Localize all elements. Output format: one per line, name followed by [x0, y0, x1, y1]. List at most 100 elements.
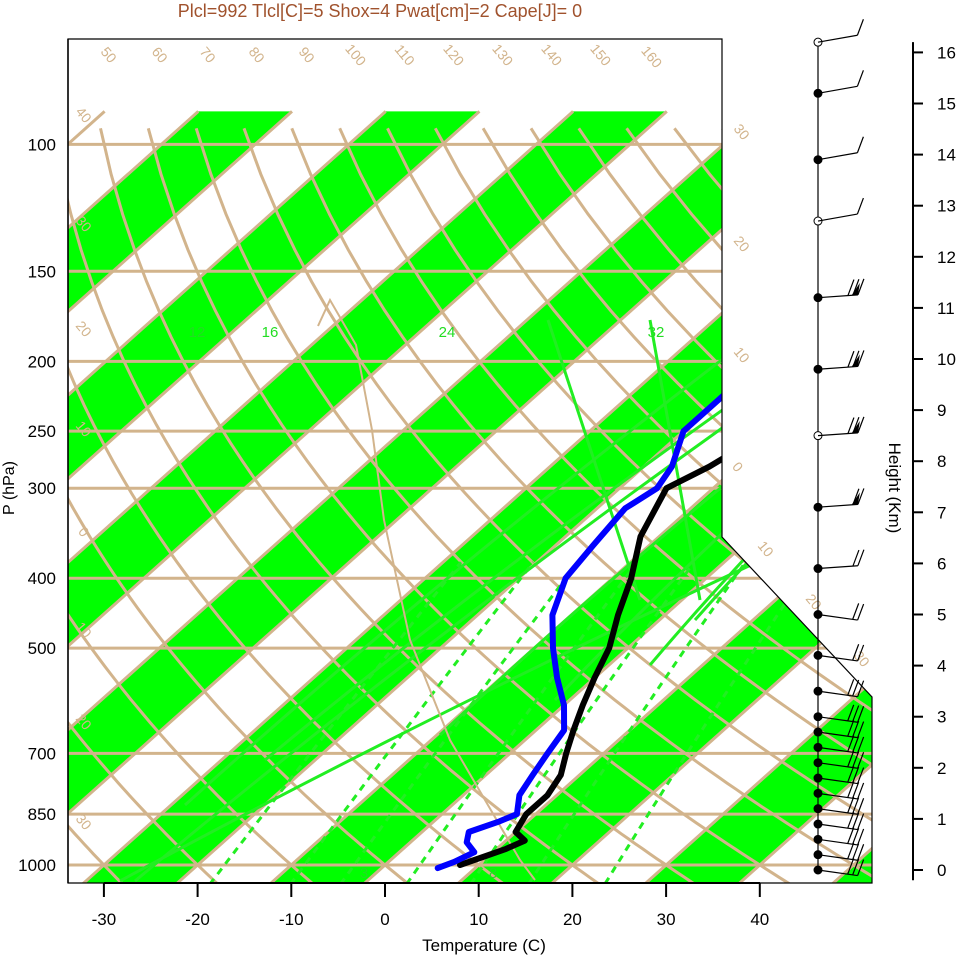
wind-barb-shaft [817, 690, 858, 698]
chart-title: Plcl=992 Tlcl[C]=5 Shox=4 Pwat[cm]=2 Cap… [178, 1, 582, 21]
height-tick-label: 10 [937, 350, 956, 369]
wind-barb-shaft [817, 746, 858, 754]
wind-barb-feather [852, 679, 860, 697]
dry-adiabat [146, 127, 809, 883]
mixing-ratio-label: 32 [648, 324, 665, 341]
isotherm-line [68, 110, 668, 883]
mixing-ratio-label: 8 [489, 865, 497, 882]
temperature-profile [457, 141, 872, 868]
wind-barb-feather [847, 735, 855, 752]
wind-barb-shaft [817, 213, 858, 222]
height-tick-label: 2 [937, 759, 946, 778]
isotherm-label: 160 [638, 43, 665, 71]
height-tick-label: 13 [937, 197, 956, 216]
wind-barb-feather [857, 644, 865, 662]
height-tick-label: 6 [937, 554, 946, 573]
isotherm-label: 120 [440, 41, 467, 69]
wind-barb-feather [847, 842, 855, 860]
x-tick-label: -20 [185, 910, 210, 929]
wind-barb-shaft [817, 85, 858, 94]
isotherm-line [163, 110, 872, 883]
wind-barb-feather [852, 736, 860, 753]
isotherm-label: 110 [392, 41, 419, 69]
wind-barb-shaft [817, 808, 858, 815]
isotherm-label: 20 [73, 318, 95, 340]
wind-barb-feather [847, 857, 855, 875]
mixing-ratio-line [281, 561, 535, 883]
wind-barb-shaft [817, 838, 858, 846]
wind-barb-pennant [851, 354, 860, 367]
mixing-ratio-line [200, 561, 463, 883]
wind-barb-feather [847, 679, 855, 696]
height-tick-label: 16 [937, 43, 956, 62]
dry-adiabat [68, 128, 231, 883]
pressure-tick-label: 150 [28, 262, 56, 281]
wind-barb-feather [852, 782, 860, 799]
isotherm-label: 140 [538, 41, 565, 69]
wind-barb-feather [857, 549, 865, 566]
isotherm-label: 30 [731, 121, 753, 143]
wind-barb-feather [856, 19, 864, 36]
height-tick-label: 7 [937, 503, 946, 522]
moist-adiabat [693, 428, 872, 621]
wind-barb-feather [852, 797, 860, 814]
height-tick-label: 3 [937, 708, 946, 727]
wind-barb-feather [852, 705, 860, 722]
wind-barb-feather [847, 417, 855, 434]
dry-adiabat [68, 128, 520, 883]
wind-barb-shaft [817, 792, 858, 800]
isotherm-line [68, 110, 481, 883]
dry-adiabat [68, 128, 327, 883]
dry-adiabat [68, 128, 616, 883]
dry-adiabat [290, 127, 872, 883]
x-axis: -30 -20 -10 0 10 20 30 40 [92, 882, 769, 929]
isotherm-line [68, 110, 762, 883]
wind-barb-feather [852, 644, 860, 661]
pressure-tick-label: 200 [28, 352, 56, 371]
y-axis-label: P (hPa) [1, 461, 18, 515]
wind-barb-feather [857, 767, 865, 784]
wind-barb-shaft [817, 503, 858, 508]
wind-barb-feather [852, 603, 860, 620]
height-tick-label: 9 [937, 401, 946, 420]
isotherm-line [444, 110, 872, 883]
wind-barb-pennant [851, 492, 860, 505]
pressure-tick-label: 100 [28, 135, 56, 154]
isotherm-label: 60 [149, 44, 171, 66]
wind-barb-feather [847, 704, 855, 722]
isotherm-line [256, 110, 872, 883]
wind-barb-shaft [817, 565, 858, 570]
x-tick-label: -10 [279, 910, 304, 929]
dry-adiabat [99, 127, 712, 883]
wind-barb-shaft [817, 613, 858, 621]
mixing-ratio-label: 12 [189, 324, 206, 341]
wind-barb-feather [857, 736, 865, 754]
wind-barb-shaft [817, 716, 858, 723]
temperature-band [68, 111, 480, 883]
isotherm-label: 50 [98, 44, 120, 66]
mixing-ratio-line [331, 561, 580, 883]
wind-barb-feather [847, 796, 855, 814]
height-tick-label: 15 [937, 95, 956, 114]
wind-barb-pennant [851, 420, 860, 433]
wind-barb-shaft [817, 869, 858, 877]
height-tick-label: 8 [937, 452, 946, 471]
x-tick-label: 20 [563, 910, 582, 929]
isotherm-line [68, 110, 575, 883]
wind-barb-feather [857, 721, 865, 738]
isotherm-label: 150 [587, 41, 614, 69]
wind-barb-feather [852, 549, 860, 567]
mixing-ratio-line [597, 561, 815, 883]
wind-barb-pennant [851, 282, 860, 295]
isotherm-line [68, 110, 294, 883]
wind-barb-feather [847, 750, 855, 768]
x-tick-label: 40 [750, 910, 769, 929]
isotherm-line [631, 110, 872, 883]
wind-barb-feather [852, 720, 860, 738]
wind-barb-shaft [817, 854, 858, 861]
wind-barb-shaft [817, 294, 858, 299]
wind-barb-shaft [817, 731, 858, 739]
pressure-axis: 100 150 200 250 300 400 500 700 850 1000 [18, 39, 69, 883]
